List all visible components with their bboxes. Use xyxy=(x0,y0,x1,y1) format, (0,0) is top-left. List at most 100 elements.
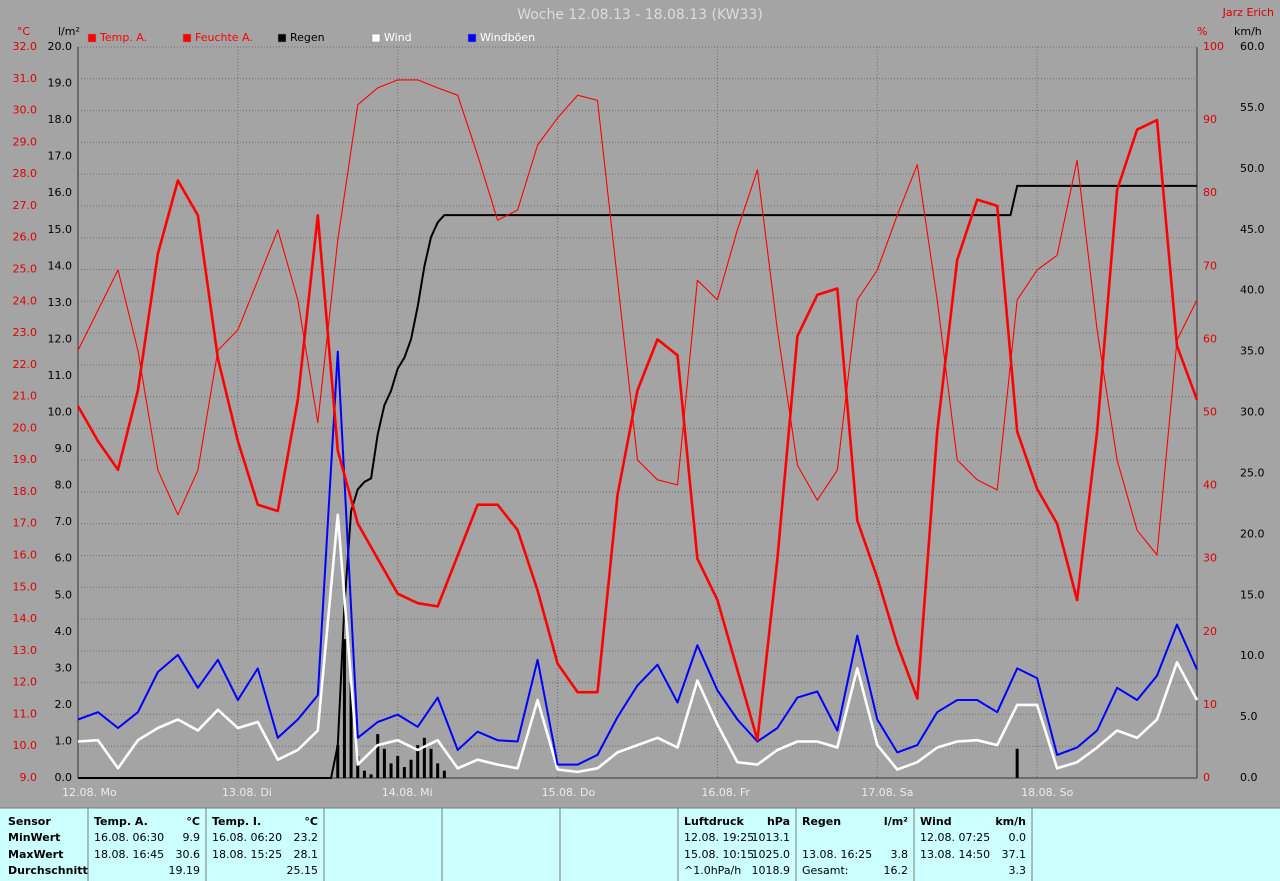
y4-tick-label: 15.0 xyxy=(1240,588,1265,601)
table-row-label: Sensor xyxy=(8,815,51,828)
table-header: Regen xyxy=(802,815,841,828)
table-unit: °C xyxy=(186,815,200,828)
y4-tick-label: 30.0 xyxy=(1240,406,1265,419)
y-tick-label: 29.0 xyxy=(13,135,38,148)
table-cell: 12.08. 19:25 xyxy=(684,831,754,844)
x-tick-label: 17.08. Sa xyxy=(861,786,913,799)
y-tick-label: 9.0 xyxy=(20,771,38,784)
y2-tick-label: 70 xyxy=(1203,259,1217,272)
y4-tick-label: 40.0 xyxy=(1240,284,1265,297)
table-value: 25.15 xyxy=(287,864,319,877)
x-tick-label: 12.08. Mo xyxy=(62,786,117,799)
y3-tick-label: 15.0 xyxy=(48,223,73,236)
table-header: Wind xyxy=(920,815,952,828)
table-header: Temp. I. xyxy=(212,815,261,828)
y-tick-label: 19.0 xyxy=(13,453,38,466)
x-tick-label: 18.08. So xyxy=(1021,786,1073,799)
y-tick-label: 27.0 xyxy=(13,199,38,212)
legend-label: Feuchte A. xyxy=(195,31,253,44)
y3-tick-label: 0.0 xyxy=(55,771,73,784)
y3-tick-label: 1.0 xyxy=(55,734,73,747)
rain-bar xyxy=(442,770,446,778)
table-cell: 18.08. 15:25 xyxy=(212,848,282,861)
y3-axis-unit: l/m² xyxy=(58,25,80,38)
y-tick-label: 32.0 xyxy=(13,40,38,53)
table-value: 30.6 xyxy=(176,848,201,861)
table-separators xyxy=(87,808,1033,881)
stats-table xyxy=(0,808,1280,881)
y3-tick-label: 16.0 xyxy=(48,186,73,199)
y-tick-label: 26.0 xyxy=(13,231,38,244)
table-row-label: MaxWert xyxy=(8,848,63,861)
y3-tick-label: 4.0 xyxy=(55,625,73,638)
rain-bar xyxy=(402,767,406,778)
y4-tick-label: 5.0 xyxy=(1240,710,1258,723)
y2-tick-label: 50 xyxy=(1203,406,1217,419)
y-tick-label: 25.0 xyxy=(13,262,38,275)
table-cell: 16.08. 06:30 xyxy=(94,831,164,844)
legend-label: Windböen xyxy=(480,31,535,44)
y-tick-label: 14.0 xyxy=(13,612,38,625)
rain-bar xyxy=(349,682,353,778)
y-tick-label: 21.0 xyxy=(13,390,38,403)
table-unit: °C xyxy=(304,815,318,828)
table-value: 1013.1 xyxy=(752,831,791,844)
legend-swatch xyxy=(371,33,381,43)
y4-tick-label: 0.0 xyxy=(1240,771,1258,784)
y-tick-label: 18.0 xyxy=(13,485,38,498)
y4-axis-unit: km/h xyxy=(1234,25,1262,38)
author: Jarz Erich xyxy=(1222,6,1274,19)
table-cell: 13.08. 14:50 xyxy=(920,848,990,861)
table-value: 1018.9 xyxy=(752,864,791,877)
series-line xyxy=(77,350,1198,766)
table-row-label: MinWert xyxy=(8,831,60,844)
legend-swatch xyxy=(277,33,287,43)
y4-tick-label: 35.0 xyxy=(1240,345,1265,358)
table-value: 9.9 xyxy=(183,831,201,844)
rain-bar xyxy=(342,639,346,778)
legend-swatch xyxy=(182,33,192,43)
y-tick-label: 11.0 xyxy=(13,707,38,720)
y3-tick-label: 9.0 xyxy=(55,442,73,455)
y-axis-unit: °C xyxy=(17,25,31,38)
y3-tick-label: 6.0 xyxy=(55,552,73,565)
rain-bar xyxy=(1015,748,1019,778)
table-cell: 13.08. 16:25 xyxy=(802,848,872,861)
y-tick-label: 13.0 xyxy=(13,644,38,657)
y3-tick-label: 13.0 xyxy=(48,296,73,309)
y3-tick-label: 2.0 xyxy=(55,698,73,711)
y-tick-label: 31.0 xyxy=(13,72,38,85)
legend-label: Temp. A. xyxy=(99,31,147,44)
table-value: 19.19 xyxy=(169,864,201,877)
y2-tick-label: 80 xyxy=(1203,186,1217,199)
y-tick-label: 16.0 xyxy=(13,549,38,562)
table-cell: 12.08. 07:25 xyxy=(920,831,990,844)
legend-label: Wind xyxy=(384,31,412,44)
y-tick-label: 30.0 xyxy=(13,104,38,117)
series-line xyxy=(77,513,1199,774)
y-tick-label: 20.0 xyxy=(13,421,38,434)
y-tick-label: 12.0 xyxy=(13,676,38,689)
y3-tick-label: 12.0 xyxy=(48,332,73,345)
chart-title: Woche 12.08.13 - 18.08.13 (KW33) xyxy=(517,7,763,23)
legend-swatch xyxy=(87,33,97,43)
y4-tick-label: 20.0 xyxy=(1240,527,1265,540)
rain-bar xyxy=(356,756,360,778)
y2-tick-label: 40 xyxy=(1203,479,1217,492)
y-tick-label: 24.0 xyxy=(13,294,38,307)
x-tick-label: 14.08. Mi xyxy=(382,786,433,799)
series-line xyxy=(76,118,1199,742)
y4-tick-label: 55.0 xyxy=(1240,101,1265,114)
y3-tick-label: 10.0 xyxy=(48,406,73,419)
x-tick-label: 13.08. Di xyxy=(222,786,272,799)
y3-tick-label: 14.0 xyxy=(48,259,73,272)
y3-tick-label: 18.0 xyxy=(48,113,73,126)
table-value: 1025.0 xyxy=(752,848,791,861)
y4-tick-label: 10.0 xyxy=(1240,649,1265,662)
y-tick-label: 10.0 xyxy=(13,739,38,752)
table-value: 3.8 xyxy=(891,848,909,861)
x-tick-label: 15.08. Do xyxy=(542,786,596,799)
